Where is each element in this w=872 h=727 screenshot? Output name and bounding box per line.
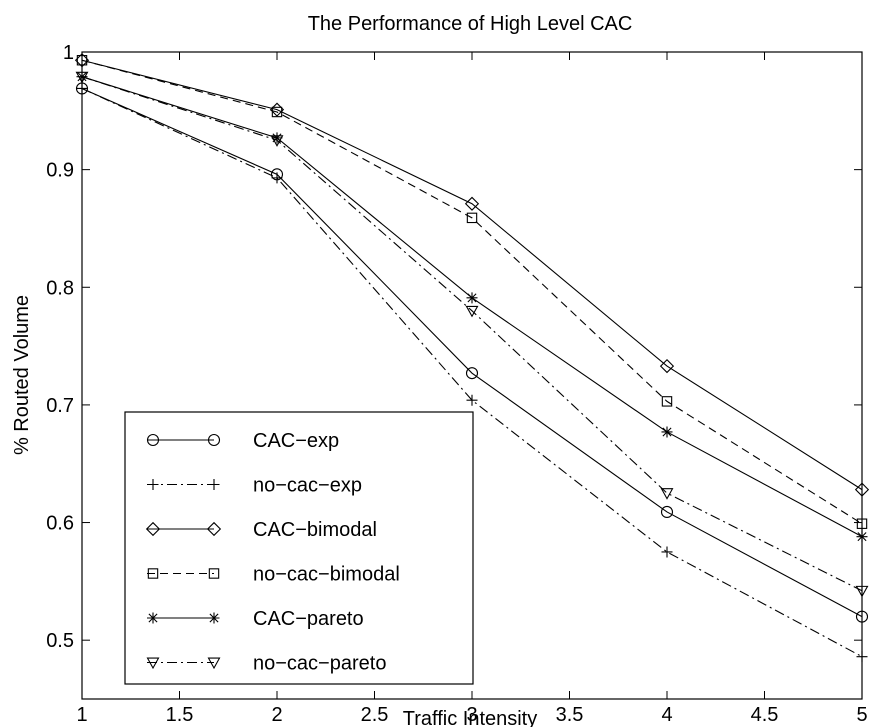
data-point xyxy=(466,212,478,224)
legend-marker xyxy=(208,568,220,579)
legend-marker xyxy=(146,433,160,447)
series-1 xyxy=(76,82,868,663)
x-tick-label: 3.5 xyxy=(556,704,584,726)
legend-label: no−cac−pareto xyxy=(253,653,386,675)
y-tick-label: 0.7 xyxy=(46,395,74,417)
axis-ticks: 1 1.5 2 2.5 3 3.5 4 4.5 5 0.5 0.6 0.7 0.8 0.9 1 xyxy=(46,42,867,726)
legend-item: CAC−bimodal xyxy=(145,519,377,541)
series-line xyxy=(81,76,863,592)
legend-marker xyxy=(206,521,222,537)
legend-label: no−cac−bimodal xyxy=(253,564,400,586)
data-point xyxy=(465,367,479,380)
data-point xyxy=(271,132,283,144)
data-point xyxy=(856,651,868,663)
legend-marker xyxy=(145,521,161,537)
data-point xyxy=(270,135,284,147)
legend-label: CAC−exp xyxy=(253,430,339,452)
data-point xyxy=(660,505,674,519)
data-point xyxy=(855,585,869,598)
y-tick-label: 0.5 xyxy=(46,630,74,652)
y-tick-label: 0.6 xyxy=(46,513,74,535)
data-point xyxy=(661,546,673,558)
y-tick-label: 0.8 xyxy=(46,277,74,299)
x-tick-label: 5 xyxy=(856,704,867,726)
series-line xyxy=(81,87,863,618)
data-point xyxy=(465,305,479,318)
data-point xyxy=(464,196,480,211)
legend-label: CAC−bimodal xyxy=(253,519,377,541)
legend-item: CAC−exp xyxy=(146,430,339,452)
data-point xyxy=(854,482,870,497)
data-point xyxy=(660,488,674,500)
legend-box xyxy=(124,411,474,685)
x-tick-label: 1 xyxy=(76,704,87,726)
data-point xyxy=(271,172,283,184)
data-point xyxy=(76,82,88,94)
x-tick-label: 4.5 xyxy=(751,704,779,726)
series-line xyxy=(81,59,863,491)
legend-marker xyxy=(207,433,221,447)
legend-item: no−cac−bimodal xyxy=(147,564,400,586)
legend-item: no−cac−pareto xyxy=(146,653,386,675)
x-tick-label: 3 xyxy=(466,704,477,726)
x-tick-label: 1.5 xyxy=(166,704,194,726)
chart-title: The Performance of High Level CAC xyxy=(308,13,633,35)
data-point xyxy=(856,531,868,543)
legend-item: CAC−pareto xyxy=(147,608,364,630)
legend-marker xyxy=(208,612,220,624)
data-point xyxy=(466,292,478,304)
legend-marker xyxy=(147,568,159,579)
x-tick-label: 2.5 xyxy=(361,704,389,726)
y-axis-label: % Routed Volume xyxy=(11,295,33,455)
data-point xyxy=(856,518,868,529)
y-tick-label: 0.9 xyxy=(46,160,74,182)
data-point xyxy=(76,55,88,66)
data-point xyxy=(855,610,869,623)
series-line xyxy=(81,59,863,525)
data-point xyxy=(659,358,675,374)
data-point xyxy=(271,106,283,118)
series-4 xyxy=(76,71,868,543)
legend-item: no−cac−exp xyxy=(147,475,362,497)
legend-marker xyxy=(147,612,159,624)
legend-label: no−cac−exp xyxy=(253,475,362,497)
y-tick-label: 1 xyxy=(63,42,74,64)
data-point xyxy=(661,396,673,407)
legend-label: CAC−pareto xyxy=(253,608,364,630)
legend-marker xyxy=(208,479,220,490)
data-point xyxy=(466,394,478,406)
series-5 xyxy=(75,71,869,598)
legend-marker xyxy=(207,657,221,670)
series-3 xyxy=(76,55,868,529)
series-layer xyxy=(74,53,870,663)
x-tick-label: 2 xyxy=(271,704,282,726)
legend-marker xyxy=(147,479,159,490)
data-point xyxy=(76,71,88,83)
series-line xyxy=(81,87,863,658)
legend: CAC−exp no−cac−exp CAC−bimodal no−cac−bimod… xyxy=(124,411,474,685)
legend-marker xyxy=(146,657,160,670)
data-point xyxy=(75,71,89,84)
x-axis-label: Traffic Intensity xyxy=(403,708,538,727)
x-tick-label: 4 xyxy=(661,704,672,726)
data-point xyxy=(661,426,673,438)
